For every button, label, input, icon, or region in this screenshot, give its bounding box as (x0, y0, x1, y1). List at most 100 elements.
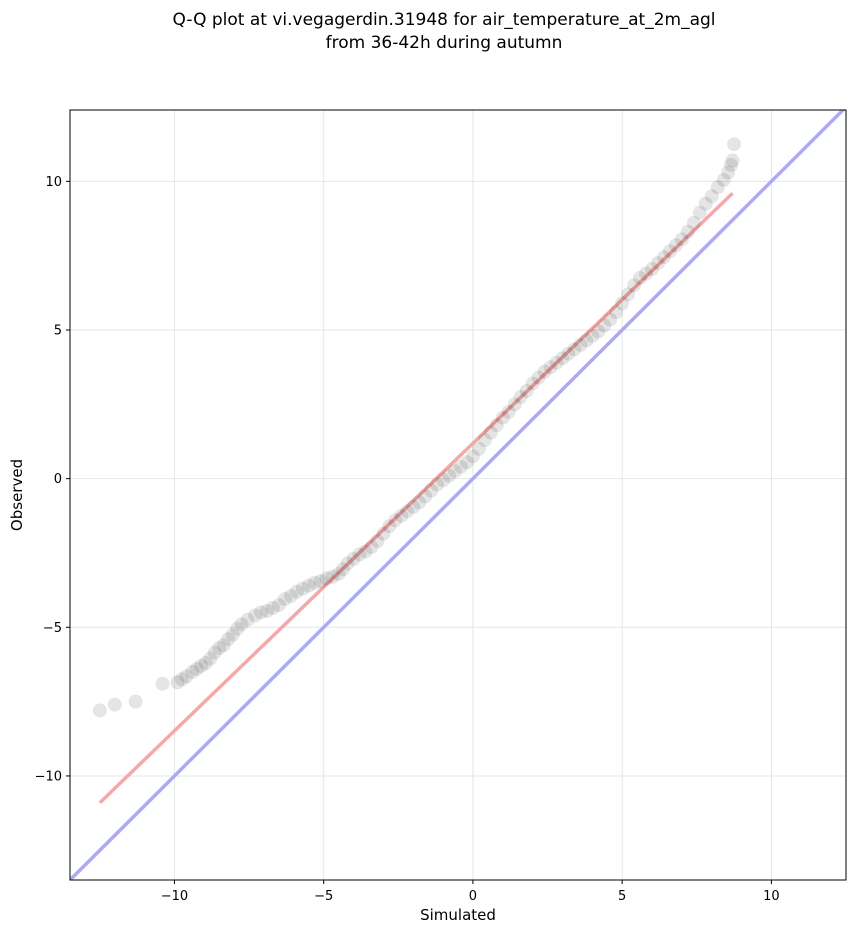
x-tick-label: 0 (469, 889, 477, 904)
x-axis-ticks: −10 −5 0 5 10 (161, 880, 780, 904)
qq-point (725, 153, 740, 168)
qq-point (721, 165, 736, 180)
qq-point (459, 455, 474, 470)
y-tick-label: −10 (35, 769, 62, 784)
qq-point (331, 566, 346, 581)
qq-point (382, 519, 397, 534)
qq-point (336, 562, 351, 577)
qq-point (265, 600, 280, 615)
plot-frame (69, 109, 847, 881)
qq-point (221, 632, 236, 647)
qq-point (525, 376, 540, 391)
qq-point (645, 262, 659, 277)
qq-point (418, 489, 433, 504)
qq-point (656, 250, 671, 265)
qq-point (185, 664, 200, 679)
qq-point (442, 468, 457, 483)
y-tick-label: 10 (45, 175, 62, 190)
qq-point (698, 196, 713, 211)
qq-point (346, 551, 361, 566)
qq-point (609, 305, 624, 320)
qq-point (198, 655, 213, 670)
fit-line (98, 191, 734, 804)
y-tick-label: 5 (54, 324, 62, 339)
qq-point (406, 499, 421, 514)
y-axis-label: Observed (8, 459, 26, 531)
qq-point (585, 328, 600, 343)
qq-point (319, 571, 334, 586)
qq-point (621, 287, 636, 302)
qq-point (259, 603, 274, 618)
x-tick-label: 10 (763, 889, 780, 904)
qq-point (271, 598, 286, 612)
qq-point (567, 342, 582, 357)
y-axis-ticks: −10 −5 0 5 10 (35, 175, 70, 784)
qq-point (313, 574, 328, 589)
qq-point (692, 205, 707, 220)
qq-point (203, 651, 218, 666)
qq-point (549, 355, 564, 370)
qq-point (507, 397, 522, 412)
qq-point (483, 425, 498, 440)
qq-point (597, 318, 612, 333)
qq-point (340, 556, 355, 571)
qq-point (295, 581, 310, 596)
qq-point (325, 569, 340, 584)
gridlines (70, 110, 846, 880)
qq-point (668, 238, 683, 253)
qq-point (216, 638, 231, 653)
qq-point (471, 441, 486, 456)
qq-point (477, 433, 492, 447)
qq-point (248, 608, 263, 623)
qq-point (430, 477, 445, 492)
qq-point (627, 278, 642, 293)
qq-point (240, 612, 255, 627)
qq-point (225, 627, 240, 642)
qq-point (639, 266, 654, 281)
qq-point (283, 589, 298, 604)
qq-point (465, 449, 480, 464)
qq-point (107, 697, 122, 712)
qq-point (230, 621, 245, 636)
qq-point (254, 605, 269, 620)
x-tick-label: −5 (314, 889, 333, 904)
qq-point (394, 508, 409, 523)
qq-point (424, 483, 439, 498)
qq-point (358, 544, 373, 559)
qq-point (513, 389, 528, 404)
qq-point (92, 703, 107, 718)
qq-point (710, 180, 725, 195)
qq-point (277, 592, 292, 607)
qq-point (633, 270, 648, 285)
qq-point (615, 296, 630, 311)
qq-point (603, 312, 618, 327)
qq-point (543, 360, 558, 375)
qq-point (179, 669, 194, 684)
qq-point (128, 694, 143, 709)
qq-point (453, 459, 468, 474)
qq-point (650, 256, 665, 271)
qq-point (501, 404, 516, 419)
qq-point (370, 534, 385, 549)
qq-point (579, 333, 594, 348)
qq-point (170, 675, 185, 690)
qq-point (207, 645, 222, 660)
qq-point (189, 661, 204, 676)
qq-point (519, 383, 534, 398)
qq-point (489, 418, 504, 433)
qq-point (289, 584, 304, 599)
qq-point (716, 172, 731, 187)
qq-point (376, 526, 391, 541)
reference-lines (70, 110, 846, 880)
qq-point (212, 641, 227, 656)
qq-point (495, 410, 510, 425)
qq-point (388, 513, 403, 528)
x-tick-label: 5 (618, 889, 626, 904)
identity-line (70, 110, 846, 880)
chart-title-line2: from 36-42h during autumn (326, 33, 563, 53)
qq-point (686, 215, 701, 230)
data-points (92, 137, 742, 718)
x-tick-label: −10 (161, 889, 188, 904)
x-axis-label: Simulated (420, 906, 496, 924)
